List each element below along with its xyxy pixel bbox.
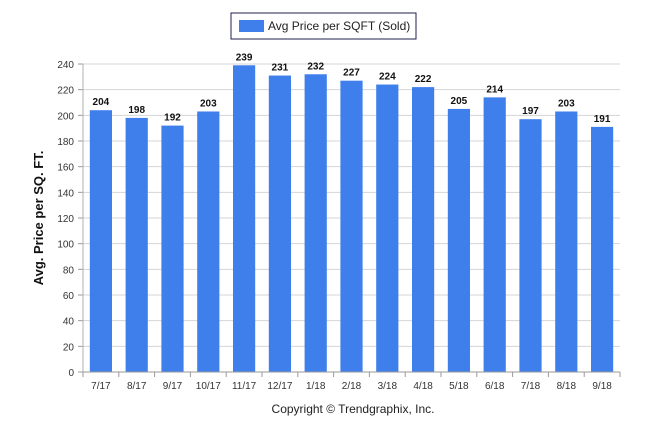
- bar: [591, 126, 614, 372]
- bar-value-label: 192: [164, 113, 181, 124]
- x-tick-label: 9/17: [163, 381, 183, 392]
- bar: [89, 110, 112, 372]
- x-tick-label: 9/18: [592, 381, 612, 392]
- data-labels: 204 198 192 203 239 231 232 227 224 222 205 214 197 2…: [93, 52, 611, 125]
- x-tick-label: 5/18: [449, 381, 469, 392]
- bar: [268, 75, 291, 373]
- bar-value-label: 204: [93, 97, 110, 108]
- y-tick-label: 40: [63, 317, 75, 328]
- y-tick-label: 160: [57, 163, 74, 174]
- y-tick-label: 140: [57, 188, 74, 199]
- bar-value-label: 198: [128, 105, 145, 116]
- bar: [483, 97, 506, 372]
- bar: [197, 111, 220, 372]
- x-tick-label: 6/18: [485, 381, 505, 392]
- legend-label: Avg Price per SQFT (Sold): [268, 19, 410, 33]
- bar: [233, 65, 256, 373]
- bar-value-label: 222: [415, 74, 432, 85]
- bar-value-label: 214: [486, 84, 503, 95]
- bar: [161, 125, 184, 372]
- bar-value-label: 203: [558, 98, 575, 109]
- legend-swatch: [239, 20, 264, 32]
- x-tick-label: 8/18: [557, 381, 577, 392]
- bar: [555, 111, 578, 372]
- bar-value-label: 203: [200, 98, 217, 109]
- y-tick-label: 240: [57, 60, 74, 71]
- y-tick-label: 100: [57, 240, 74, 251]
- x-tick-label: 3/18: [378, 381, 398, 392]
- y-tick-label: 180: [57, 137, 74, 148]
- x-tick-label: 8/17: [127, 381, 147, 392]
- x-tick-label: 12/17: [267, 381, 292, 392]
- y-tick-label: 120: [57, 214, 74, 225]
- y-tick-label: 80: [63, 265, 75, 276]
- bar-series: [89, 65, 614, 373]
- bar: [412, 87, 435, 372]
- bar-value-label: 232: [307, 61, 324, 72]
- bar: [340, 80, 363, 372]
- x-tick-label: 10/17: [196, 381, 221, 392]
- bar-value-label: 191: [594, 114, 611, 125]
- y-tick-label: 60: [63, 291, 75, 302]
- y-axis-title: Avg. Price per SQ. FT.: [31, 151, 46, 286]
- x-tick-label: 1/18: [306, 381, 326, 392]
- x-tick-label: 7/18: [521, 381, 541, 392]
- copyright-text: Copyright © Trendgraphix, Inc.: [272, 402, 435, 416]
- chart-legend: Avg Price per SQFT (Sold): [230, 12, 417, 40]
- y-tick-label: 220: [57, 86, 74, 97]
- bar: [304, 74, 327, 373]
- x-axis: 7/17 8/17 9/17 10/17 11/17 12/17 1/18 2/18 3/18 4…: [82, 371, 621, 392]
- x-tick-label: 7/17: [91, 381, 111, 392]
- bar: [376, 84, 399, 373]
- bar-value-label: 231: [272, 63, 289, 74]
- bar: [125, 117, 148, 373]
- bar: [519, 119, 542, 372]
- y-tick-label: 20: [63, 342, 75, 353]
- y-tick-label: 200: [57, 111, 74, 122]
- bar-value-label: 205: [451, 96, 468, 107]
- bar-value-label: 197: [522, 106, 539, 117]
- bar-value-label: 224: [379, 72, 396, 83]
- bar: [447, 108, 470, 373]
- x-tick-label: 4/18: [413, 381, 433, 392]
- x-tick-label: 2/18: [342, 381, 362, 392]
- y-axis: 0 20 40 60 80 100 120 140 160 180 200 220 240: [57, 60, 84, 379]
- bar-value-label: 239: [236, 52, 253, 63]
- y-tick-label: 0: [68, 368, 74, 379]
- x-tick-label: 11/17: [232, 381, 257, 392]
- bar-value-label: 227: [343, 68, 360, 79]
